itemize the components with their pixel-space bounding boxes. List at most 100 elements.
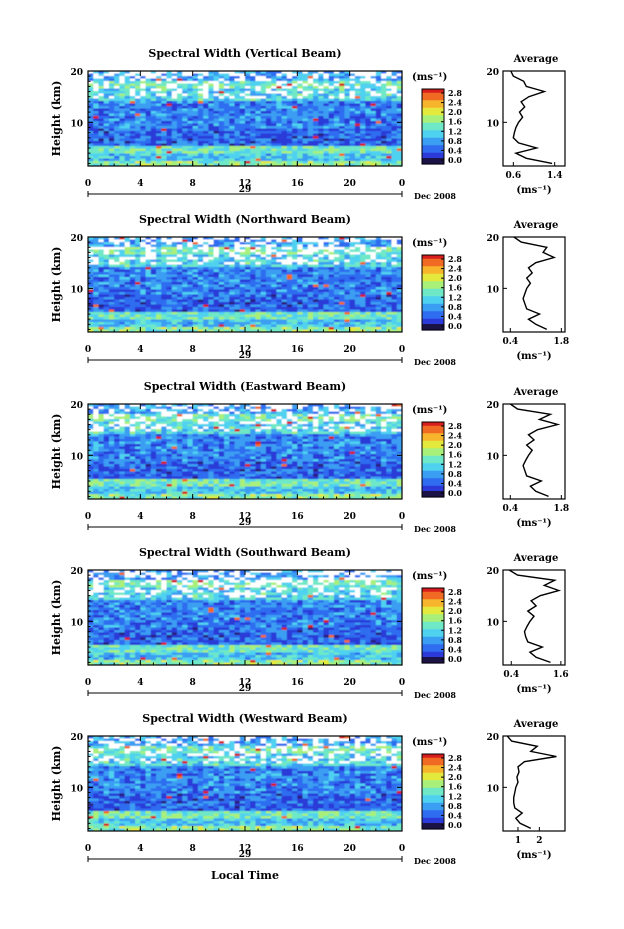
heatmap-cell [276, 239, 283, 243]
heatmap-cell [349, 282, 356, 285]
heatmap-cell [250, 133, 256, 137]
heatmap-cell [176, 299, 183, 303]
heatmap-cell [224, 239, 230, 243]
heatmap-cell [354, 269, 361, 273]
heatmap-cell [192, 404, 199, 407]
heatmap-cell [276, 118, 283, 122]
heatmap-cell [265, 111, 272, 114]
heatmap-cell [192, 277, 199, 280]
heatmap-cell [365, 309, 372, 313]
heatmap-cell [302, 113, 309, 117]
heatmap-cell [98, 106, 105, 109]
heatmap-cell [88, 83, 94, 87]
heatmap-cell [281, 287, 288, 290]
heatmap-cell [166, 282, 173, 285]
heatmap-cell [208, 284, 215, 288]
heatmap-cell [129, 406, 136, 410]
heatmap-cell [365, 322, 372, 325]
heatmap-cell [218, 262, 225, 265]
heatmap-cell [197, 116, 204, 119]
heatmap-cell [197, 118, 204, 122]
heatmap-cell [250, 249, 256, 253]
heatmap-cell [292, 96, 298, 99]
heatmap-cell [213, 307, 220, 310]
heatmap-cell [103, 297, 110, 300]
heatmap-cell [260, 287, 267, 290]
heatmap-cell [375, 131, 382, 134]
heatmap-cell [129, 88, 136, 92]
heatmap-cell [255, 254, 262, 258]
colorbar-segment [422, 128, 444, 131]
heatmap-cell [265, 73, 272, 77]
heatmap-cell [187, 98, 194, 102]
heatmap-cell [187, 257, 194, 260]
heatmap-cell [360, 81, 366, 84]
heatmap-cell [344, 269, 351, 273]
heatmap-cell [161, 279, 167, 283]
heatmap-cell [318, 327, 324, 330]
heatmap-cell [250, 163, 256, 167]
heatmap-cell [339, 257, 345, 260]
heatmap-cell [156, 78, 162, 82]
heatmap-cell [323, 153, 330, 157]
heatmap-cell [140, 73, 147, 77]
heatmap-cell [224, 136, 230, 139]
heatmap-cell [150, 314, 157, 318]
heatmap-cell [218, 317, 225, 320]
heatmap-cell [224, 257, 230, 260]
heatmap-cell [381, 96, 387, 99]
heatmap-cell [208, 312, 215, 315]
heatmap-cell [88, 257, 94, 260]
heatmap-cell [218, 103, 225, 107]
heatmap-cell [182, 279, 188, 283]
heatmap-cell [381, 257, 387, 260]
heatmap-cell [156, 141, 162, 144]
heatmap-cell [218, 126, 225, 129]
heatmap-cell [313, 297, 319, 300]
heatmap-cell [375, 312, 382, 315]
heatmap-cell [156, 138, 162, 142]
heatmap-cell [302, 242, 309, 245]
heatmap-cell [140, 309, 147, 313]
heatmap-cell [213, 252, 220, 255]
heatmap-cell [386, 111, 393, 114]
heatmap-cell [208, 314, 215, 318]
heatmap-cell [218, 329, 225, 333]
heatmap-cell [108, 96, 115, 99]
heatmap-cell [135, 86, 141, 89]
heatmap-cell [391, 327, 398, 330]
heatmap-cell [344, 294, 351, 298]
heatmap-cell [103, 111, 110, 114]
heatmap-cell [260, 307, 267, 310]
heatmap-cell [88, 118, 94, 122]
heatmap-cell [114, 269, 120, 273]
heatmap-cell [213, 404, 220, 407]
heatmap-cell [140, 319, 147, 323]
heatmap-cell [360, 118, 366, 122]
heatmap-cell [386, 91, 393, 94]
heatmap-cell [98, 128, 105, 132]
heatmap-cell [255, 81, 262, 84]
heatmap-cell [192, 294, 199, 298]
heatmap-cell [182, 146, 188, 149]
heatmap-cell [318, 282, 324, 285]
heatmap-cell [391, 108, 398, 112]
heatmap-cell [365, 83, 372, 87]
heatmap-cell [354, 279, 361, 283]
heatmap-cell [375, 71, 382, 74]
heatmap-cell [182, 158, 188, 162]
heatmap-cell [171, 292, 178, 295]
heatmap-cell [135, 143, 141, 147]
heatmap-cell [182, 254, 188, 258]
heatmap-cell [354, 274, 361, 278]
heatmap-cell [328, 312, 335, 315]
heatmap-cell [360, 254, 366, 258]
heatmap-cell [156, 309, 162, 313]
heatmap-cell [150, 153, 157, 157]
heatmap-cell [354, 83, 361, 87]
heatmap-cell [203, 138, 209, 142]
heatmap-cell [286, 254, 293, 258]
colorbar-segment [422, 139, 444, 143]
colorbar-segment [422, 94, 444, 98]
heatmap-cell [140, 111, 147, 114]
